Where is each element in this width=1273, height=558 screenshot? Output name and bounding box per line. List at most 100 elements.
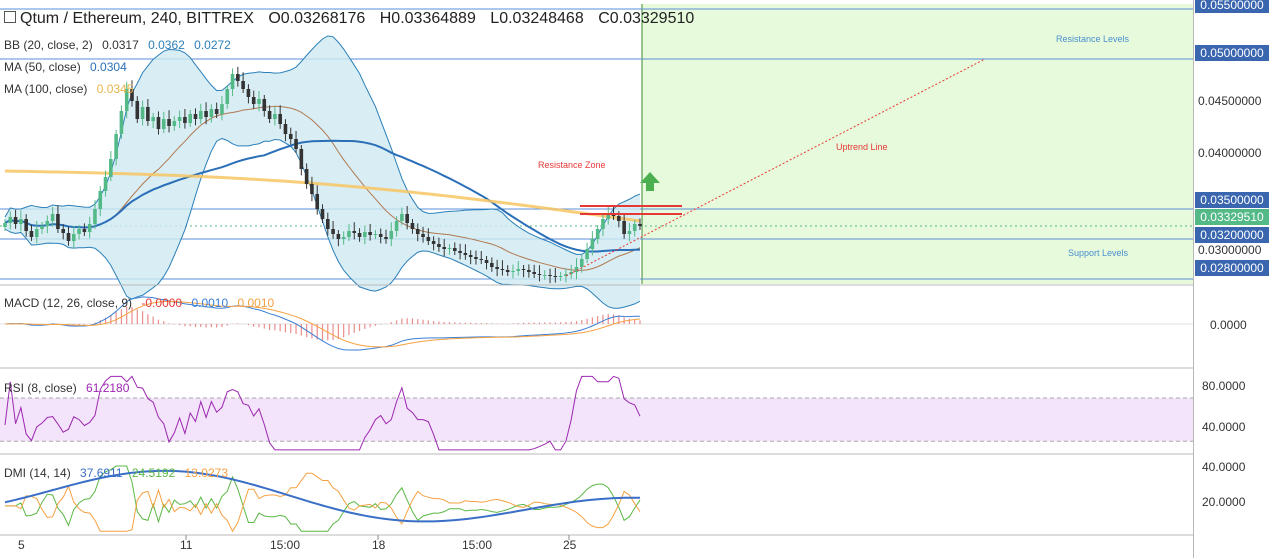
candle-body-80 [426, 237, 431, 241]
dmi-adx-line [4, 469, 641, 523]
rsi-legend[interactable]: RSI (8, close) 61.2180 [4, 381, 135, 395]
rsi-tick-40: 40.0000 [1202, 420, 1246, 434]
candle-body-15 [82, 229, 87, 232]
candle-body-118 [627, 231, 632, 234]
ohlc-open: O0.03268176 [268, 10, 366, 27]
candle-body-23 [124, 89, 129, 111]
candle-body-21 [114, 134, 118, 159]
rsi-tick-80: 80.0000 [1202, 379, 1246, 393]
ma50-legend[interactable]: MA (50, close) 0.0304 [4, 60, 133, 74]
candle-body-65 [347, 231, 351, 237]
candle-body-44 [236, 74, 240, 81]
candle-body-49 [262, 99, 267, 111]
candle-body-72 [384, 237, 388, 239]
candle-body-62 [331, 229, 335, 234]
rsi-value: 61.2180 [86, 381, 130, 395]
candle-body-88 [468, 255, 473, 257]
macd-tick-zero: 0.0000 [1210, 318, 1247, 332]
candle-body-90 [479, 259, 484, 260]
candle-body-102 [542, 275, 547, 276]
rsi-line [4, 375, 641, 451]
ma100-legend[interactable]: MA (100, close) 0.0345 [4, 82, 139, 96]
candle-body-32 [172, 121, 177, 126]
candle-body-4 [24, 219, 28, 231]
candle-body-89 [474, 257, 478, 259]
candle-body-35 [188, 114, 193, 123]
candle-body-119 [632, 224, 637, 231]
x-tick-18: 18 [372, 538, 386, 552]
candle-body-48 [257, 99, 261, 104]
candle-body-120 [638, 224, 642, 226]
candle-body-1 [8, 217, 13, 223]
up-arrow-icon [640, 172, 660, 191]
ma50-label: MA (50, close) [4, 60, 81, 74]
candle-body-110 [585, 249, 589, 259]
candle-body-63 [336, 234, 341, 239]
resistance-levels-label: Resistance Levels [1056, 34, 1130, 44]
candle-body-29 [156, 117, 161, 129]
candle-body-13 [71, 234, 76, 241]
ma50-line [4, 139, 641, 253]
candle-body-54 [288, 134, 293, 139]
candle-body-87 [463, 253, 468, 255]
candle-body-81 [431, 241, 436, 244]
candle-body-57 [304, 169, 309, 184]
macd-value-3: 0.0010 [237, 296, 275, 310]
candle-body-59 [315, 194, 320, 209]
candle-body-103 [548, 275, 552, 276]
candle-body-100 [532, 272, 536, 274]
macd-value-2: 0.0010 [191, 296, 229, 310]
macd-signal-line [4, 301, 641, 348]
dmi-value-2: 24.5192 [131, 466, 176, 480]
candle-body-67 [357, 233, 362, 237]
dmi-legend[interactable]: DMI (14, 14) 37.6911 24.5192 13.0273 [4, 466, 234, 480]
candle-body-24 [130, 89, 134, 101]
candle-body-116 [617, 216, 621, 221]
bb-value-1: 0.0317 [102, 38, 139, 52]
candle-body-58 [310, 184, 314, 194]
candle-body-82 [437, 244, 441, 247]
candle-body-6 [34, 229, 39, 237]
bb-legend[interactable]: BB (20, close, 2) 0.0317 0.0362 0.0272 [4, 38, 237, 52]
dmi-plus-line [5, 465, 641, 532]
candle-body-28 [151, 117, 155, 121]
candle-body-77 [410, 223, 415, 229]
candle-body-107 [569, 272, 574, 274]
candle-body-45 [241, 81, 245, 89]
chart-header: Qtum / Ethereum, 240, BITTREX O0.0326817… [4, 10, 694, 28]
candle-body-20 [109, 159, 113, 177]
candle-body-95 [505, 270, 510, 272]
candle-body-79 [421, 234, 425, 237]
candle-body-86 [458, 251, 462, 253]
candle-body-17 [93, 209, 97, 224]
bb-fill [5, 35, 640, 309]
candle-body-33 [177, 117, 182, 121]
candle-body-60 [320, 209, 325, 219]
candle-body-31 [167, 119, 171, 126]
macd-legend[interactable]: MACD (12, 26, close, 9) -0.0000 0.0010 0… [4, 296, 280, 310]
candle-body-84 [447, 248, 452, 249]
candle-body-112 [595, 229, 600, 239]
candle-body-101 [537, 274, 542, 275]
candle-body-25 [135, 101, 140, 119]
candle-body-9 [50, 214, 55, 221]
price-tag-050: 0.05000000 [1195, 45, 1269, 61]
candle-body-5 [29, 231, 34, 237]
candle-body-19 [103, 177, 108, 191]
candle-body-53 [283, 124, 288, 134]
symbol-title: Qtum / Ethereum, 240, BITTREX [20, 10, 254, 27]
price-tag-055: 0.05500000 [1195, 0, 1269, 13]
candle-body-11 [61, 229, 66, 233]
candle-body-94 [500, 269, 505, 270]
dmi-minus-line [5, 472, 641, 533]
dmi-value-3: 13.0273 [184, 466, 228, 480]
candle-body-96 [511, 271, 515, 272]
candle-body-105 [558, 276, 563, 277]
collapse-icon[interactable] [4, 10, 16, 23]
price-tag-032: 0.03200000 [1195, 227, 1269, 243]
price-tag-028: 0.02800000 [1195, 260, 1269, 276]
x-tick-1500-b: 15:00 [462, 538, 493, 552]
candle-body-97 [516, 269, 521, 271]
price-tick-040: 0.04000000 [1198, 146, 1262, 160]
